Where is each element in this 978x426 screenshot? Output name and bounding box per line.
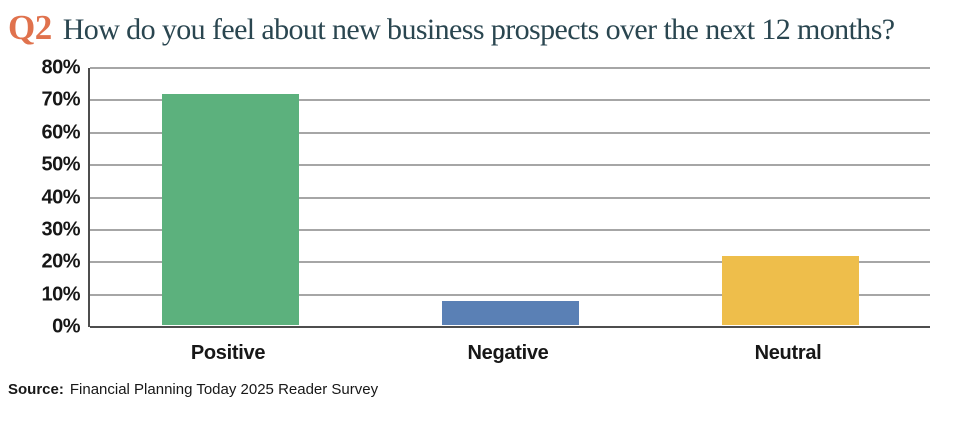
- bar-neutral: [721, 255, 859, 325]
- bar-positive: [161, 93, 299, 325]
- y-tick-label: 30%: [41, 218, 80, 241]
- y-tick-label: 80%: [41, 56, 80, 79]
- y-tick-label: 50%: [41, 153, 80, 176]
- y-tick-label: 40%: [41, 186, 80, 208]
- bar-negative: [441, 301, 579, 325]
- gridline: [90, 228, 930, 231]
- y-tick-label: 20%: [41, 250, 80, 273]
- x-tick-label-neutral: Neutral: [754, 342, 822, 364]
- plot-area: [88, 67, 930, 328]
- y-tick-label: 70%: [41, 88, 80, 111]
- question-number: Q2: [8, 8, 52, 47]
- gridline: [90, 293, 930, 296]
- source-text: Financial Planning Today 2025 Reader Sur…: [69, 381, 379, 398]
- gridline: [90, 99, 930, 102]
- source-label: Source:: [8, 381, 64, 398]
- gridline: [90, 131, 930, 134]
- x-axis-labels: Positive Negative Neutral: [88, 342, 928, 365]
- chart-title: Q2 How do you feel about new business pr…: [8, 8, 972, 48]
- source-note: Source: Financial Planning Today 2025 Rea…: [8, 381, 378, 398]
- gridline: [90, 67, 930, 69]
- gridline: [90, 261, 930, 264]
- x-tick-label-positive: Positive: [190, 342, 266, 364]
- question-text: How do you feel about new business prosp…: [62, 13, 895, 46]
- x-tick-label-negative: Negative: [467, 342, 549, 364]
- y-tick-label: 10%: [41, 283, 80, 306]
- gridline: [90, 196, 930, 199]
- y-axis-labels: 80% 70% 60% 50% 40% 30% 20% 10% 0%: [0, 57, 80, 338]
- x-axis-line: [90, 326, 930, 328]
- y-tick-label: 0%: [52, 315, 80, 338]
- y-tick-label: 60%: [41, 121, 80, 144]
- gridline: [90, 164, 930, 167]
